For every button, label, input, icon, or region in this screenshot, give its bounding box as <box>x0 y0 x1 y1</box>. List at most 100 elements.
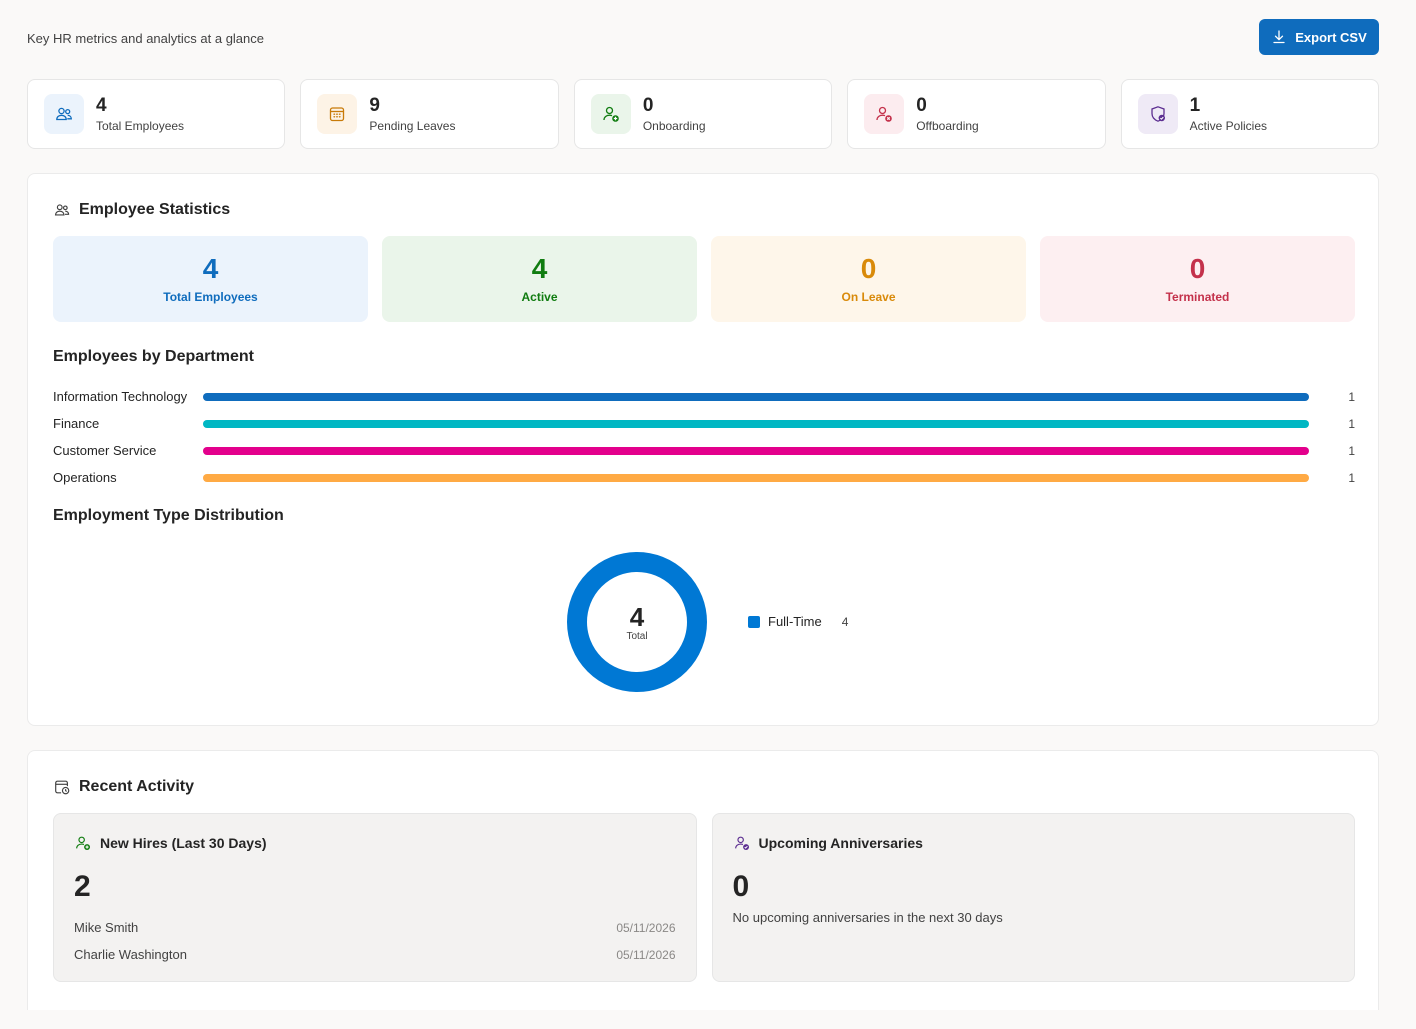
list-item[interactable]: Charlie Washington 05/11/2026 <box>74 941 676 968</box>
stat-value: 4 <box>531 253 548 284</box>
kpi-label: Offboarding <box>916 119 979 133</box>
kpi-card-offboarding[interactable]: 0 Offboarding <box>847 79 1106 149</box>
export-csv-label: Export CSV <box>1295 29 1367 45</box>
stat-label: Active <box>521 290 558 304</box>
kpi-icon-box <box>590 94 631 134</box>
kpi-value: 0 <box>916 95 927 116</box>
stat-value: 0 <box>860 253 877 284</box>
department-bar-track <box>203 392 1309 401</box>
kpi-label: Active Policies <box>1189 119 1267 133</box>
calendar-icon <box>330 107 345 122</box>
legend-count: 4 <box>841 614 849 629</box>
hire-date: 05/11/2026 <box>616 920 676 935</box>
kpi-card-onboarding[interactable]: 0 Onboarding <box>573 79 833 149</box>
kpi-value: 4 <box>96 95 107 116</box>
department-bar-track <box>203 473 1309 482</box>
donut-total-value: 4 <box>629 601 645 632</box>
stat-value: 0 <box>1189 253 1206 284</box>
page-subtitle: Key HR metrics and analytics at a glance <box>27 31 264 46</box>
stat-label: On Leave <box>841 290 896 304</box>
kpi-card-active-policies[interactable]: 1 Active Policies <box>1120 79 1380 149</box>
kpi-icon-box <box>864 94 905 134</box>
kpi-value: 9 <box>369 95 380 116</box>
stat-active[interactable]: 4 Active <box>382 236 697 322</box>
department-row: Customer Service 1 <box>53 437 1355 464</box>
anniversaries-empty-text: No upcoming anniversaries in the next 30… <box>732 910 1003 925</box>
stat-label: Total Employees <box>163 290 258 304</box>
recent-activity-panel: Recent Activity New Hires (Last 30 Days)… <box>27 750 1379 1010</box>
stat-terminated[interactable]: 0 Terminated <box>1040 236 1355 322</box>
department-bar <box>203 419 1309 428</box>
employee-statistics-header: Employee Statistics <box>53 201 230 219</box>
hire-name: Mike Smith <box>74 920 139 935</box>
anniversaries-count: 0 <box>732 870 750 903</box>
person-remove-icon <box>876 106 893 122</box>
department-count: 1 <box>1348 470 1355 485</box>
department-count: 1 <box>1348 416 1355 431</box>
donut-legend-item: Full-Time 4 <box>748 614 848 629</box>
employment-type-donut: 4 Total <box>566 551 708 693</box>
anniversaries-header: Upcoming Anniversaries <box>733 834 923 852</box>
stat-row: 4 Total Employees 4 Active 0 On Leave 0 … <box>53 236 1355 322</box>
department-bar <box>203 446 1309 455</box>
calendar-clock-icon <box>55 780 70 795</box>
new-hires-list: Mike Smith 05/11/2026 Charlie Washington… <box>74 914 676 968</box>
department-row: Operations 1 <box>53 464 1355 491</box>
kpi-label: Pending Leaves <box>369 119 456 133</box>
export-csv-button[interactable]: Export CSV <box>1259 19 1379 55</box>
donut-slice-full-time <box>567 552 707 692</box>
person-add-icon <box>603 106 619 122</box>
stat-on-leave[interactable]: 0 On Leave <box>711 236 1026 322</box>
department-bar-track <box>203 419 1309 428</box>
employee-statistics-panel: Employee Statistics 4 Total Employees 4 … <box>27 173 1379 726</box>
department-bar <box>203 473 1309 482</box>
download-icon <box>1273 30 1285 44</box>
kpi-icon-box <box>44 94 84 134</box>
new-hires-card[interactable]: New Hires (Last 30 Days) 2 Mike Smith 05… <box>53 813 697 982</box>
kpi-value: 1 <box>1189 95 1201 116</box>
donut-center: 4 Total <box>566 551 708 693</box>
department-bar-list: Information Technology 1 Finance 1 Custo… <box>53 383 1355 491</box>
department-section-title: Employees by Department <box>53 348 254 365</box>
department-row: Information Technology 1 <box>53 383 1355 410</box>
shield-check-icon <box>1150 106 1165 122</box>
recent-activity-header: Recent Activity <box>53 778 194 796</box>
kpi-card-total-employees[interactable]: 4 Total Employees <box>27 79 286 149</box>
department-count: 1 <box>1348 443 1355 458</box>
donut-chart <box>567 552 707 692</box>
department-bar-track <box>203 446 1309 455</box>
stat-total-employees[interactable]: 4 Total Employees <box>53 236 368 322</box>
new-hires-count: 2 <box>74 870 91 903</box>
legend-label: Full-Time <box>768 614 822 629</box>
department-bar <box>203 392 1309 401</box>
kpi-icon-box <box>317 94 358 134</box>
kpi-row: 4 Total Employees 9 Pending Leaves <box>27 79 1380 149</box>
stat-value: 4 <box>202 253 219 284</box>
kpi-label: Total Employees <box>96 119 185 133</box>
employment-type-section-title: Employment Type Distribution <box>53 507 284 524</box>
anniversaries-card[interactable]: Upcoming Anniversaries 0 No upcoming ann… <box>711 813 1355 982</box>
department-name: Finance <box>53 416 100 431</box>
hire-date: 05/11/2026 <box>616 947 676 962</box>
legend-swatch <box>748 615 760 628</box>
panel-title: Recent Activity <box>79 778 194 795</box>
department-row: Finance 1 <box>53 410 1355 437</box>
person-add-icon <box>76 836 91 851</box>
kpi-icon-box <box>1137 94 1178 134</box>
donut-total-label: Total <box>626 630 648 642</box>
activity-row: New Hires (Last 30 Days) 2 Mike Smith 05… <box>53 813 1355 982</box>
hire-name: Charlie Washington <box>74 947 187 962</box>
department-name: Information Technology <box>53 389 188 404</box>
people-icon <box>54 204 70 216</box>
stat-label: Terminated <box>1165 290 1230 304</box>
panel-title: Employee Statistics <box>79 201 231 218</box>
person-check-icon <box>734 836 749 851</box>
new-hires-title: New Hires (Last 30 Days) <box>100 835 267 851</box>
anniversaries-title: Upcoming Anniversaries <box>758 835 923 851</box>
department-name: Customer Service <box>53 443 157 458</box>
list-item[interactable]: Mike Smith 05/11/2026 <box>74 914 676 941</box>
kpi-label: Onboarding <box>642 119 706 133</box>
kpi-card-pending-leaves[interactable]: 9 Pending Leaves <box>300 79 559 149</box>
department-count: 1 <box>1348 389 1355 404</box>
